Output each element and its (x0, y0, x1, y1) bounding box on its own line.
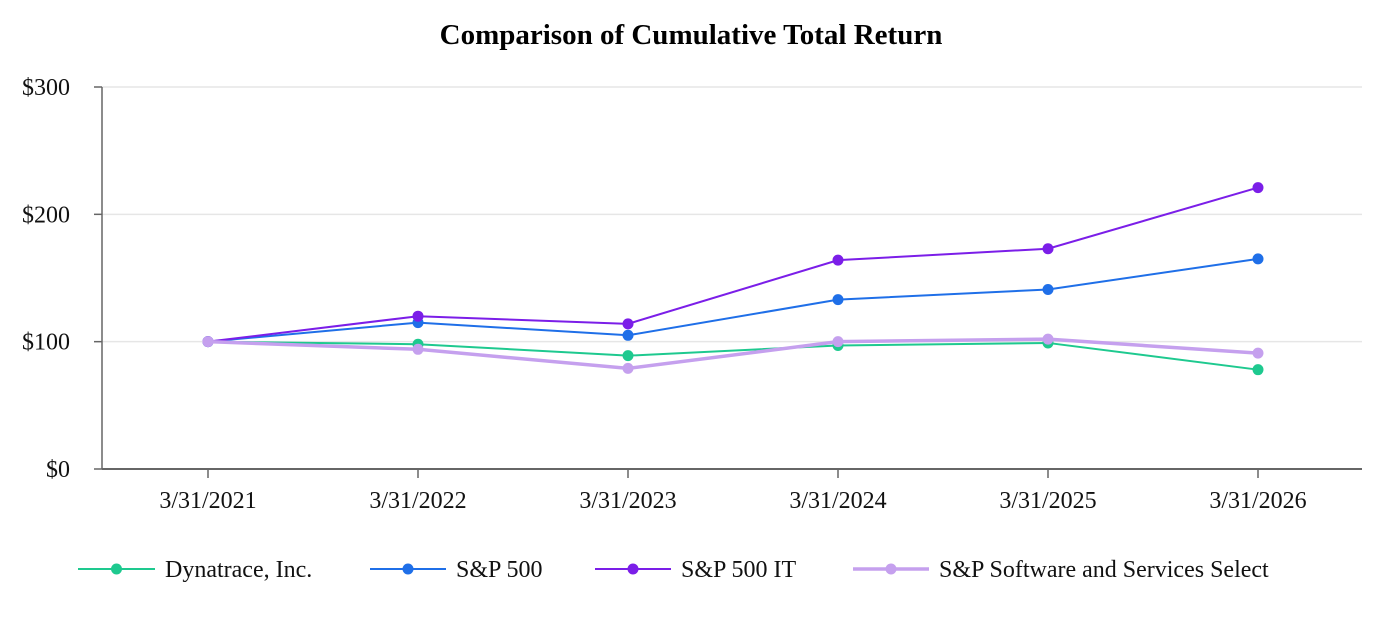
y-tick-label: $100 (22, 330, 70, 356)
data-point (622, 329, 634, 341)
legend-item: S&P 500 (370, 557, 542, 583)
x-tick-labels: 3/31/2021 3/31/2022 3/31/2023 3/31/2024 3/31… (159, 488, 1306, 514)
series-line (207, 337, 1259, 371)
series-4 (202, 333, 1264, 374)
series-line (207, 340, 1259, 371)
legend-item: Dynatrace, Inc. (78, 557, 312, 583)
y-tick-labels: $0 $100 $200 $300 (22, 75, 70, 483)
legend: Dynatrace, Inc. S&P 500 S&P 500 IT S&P Soft… (78, 557, 1269, 583)
series-2 (202, 253, 1264, 348)
x-tick-label: 3/31/2022 (369, 488, 466, 514)
x-tick-label: 3/31/2023 (579, 488, 676, 514)
gridlines (102, 86, 1362, 343)
data-point (1042, 243, 1054, 255)
data-point (412, 310, 424, 322)
legend-swatch-marker (111, 563, 122, 575)
legend-swatch-marker (402, 563, 414, 575)
data-point (412, 343, 424, 355)
legend-label: S&P 500 (456, 557, 542, 583)
y-tick-label: $200 (22, 202, 70, 228)
legend-label: S&P Software and Services Select (939, 557, 1269, 583)
x-tick-label: 3/31/2021 (159, 488, 256, 514)
data-point (1252, 347, 1264, 359)
x-tick-label: 3/31/2024 (789, 488, 886, 514)
data-point (622, 350, 634, 362)
data-point (1042, 283, 1054, 295)
data-point (622, 318, 634, 330)
data-point (202, 336, 214, 348)
series-line (207, 257, 1259, 343)
series-lines (202, 182, 1264, 376)
chart-title: Comparison of Cumulative Total Return (440, 19, 943, 51)
data-point (832, 254, 844, 266)
data-point (832, 336, 844, 348)
x-tick-label: 3/31/2026 (1209, 488, 1306, 514)
legend-swatch-marker (627, 563, 639, 575)
legend-item: S&P Software and Services Select (853, 557, 1269, 583)
legend-swatch-marker (885, 563, 897, 575)
series-line (207, 186, 1259, 343)
y-tick-label: $300 (22, 75, 70, 101)
data-point (832, 294, 844, 306)
data-point (1252, 364, 1264, 376)
series-3 (202, 182, 1264, 348)
legend-item: S&P 500 IT (595, 557, 796, 583)
legend-label: S&P 500 IT (681, 557, 796, 583)
data-point (1252, 253, 1264, 265)
data-point (1252, 182, 1264, 194)
y-tick-label: $0 (46, 457, 70, 483)
x-tick-label: 3/31/2025 (999, 488, 1096, 514)
data-point (622, 362, 634, 374)
axes (94, 86, 1362, 478)
data-point (1042, 333, 1054, 345)
legend-label: Dynatrace, Inc. (165, 557, 312, 583)
